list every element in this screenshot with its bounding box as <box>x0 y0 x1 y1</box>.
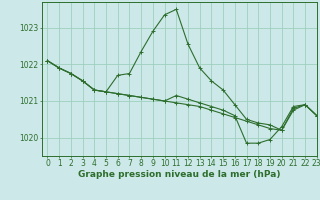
X-axis label: Graphe pression niveau de la mer (hPa): Graphe pression niveau de la mer (hPa) <box>78 170 280 179</box>
